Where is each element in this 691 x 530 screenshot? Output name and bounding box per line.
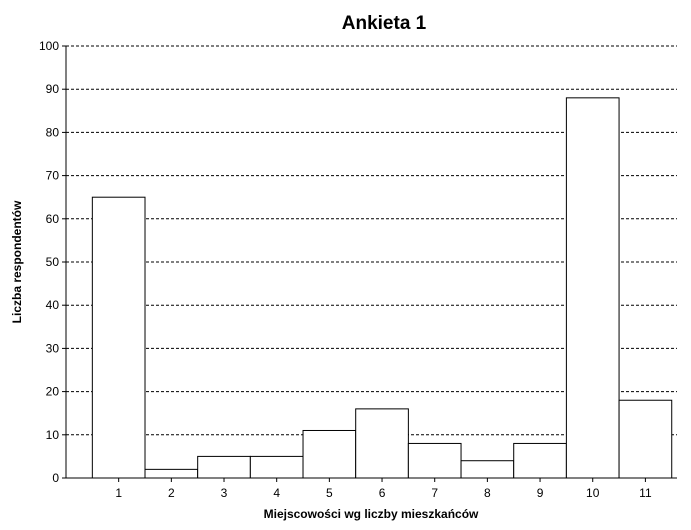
bars — [91, 97, 673, 479]
x-tick-label-7: 7 — [431, 486, 438, 500]
y-tick-label-80: 80 — [46, 125, 60, 139]
bar-3 — [197, 455, 251, 479]
y-tick-label-0: 0 — [52, 471, 59, 485]
y-tick-label-60: 60 — [46, 212, 60, 226]
x-axis-ticks: 1 2 3 4 5 6 7 8 9 10 11 — [115, 478, 652, 500]
y-axis-label: Liczba respondentów — [10, 200, 24, 323]
x-tick-label-6: 6 — [379, 486, 386, 500]
bar-10 — [565, 97, 620, 479]
y-tick-label-20: 20 — [46, 385, 60, 399]
x-tick-label-5: 5 — [326, 486, 333, 500]
y-tick-label-90: 90 — [46, 82, 60, 96]
y-axis-ticks: 0 10 20 30 40 50 60 70 80 90 100 — [39, 39, 66, 485]
x-tick-label-11: 11 — [639, 486, 652, 500]
x-tick-label-2: 2 — [168, 486, 175, 500]
x-tick-label-9: 9 — [537, 486, 544, 500]
gridlines — [66, 45, 677, 436]
bar-2 — [144, 468, 199, 479]
chart-title: Ankieta 1 — [342, 13, 427, 34]
x-tick-label-4: 4 — [273, 486, 280, 500]
bar-1 — [91, 196, 146, 479]
bar-4 — [249, 455, 304, 479]
bar-8 — [460, 460, 515, 479]
bar-9 — [513, 442, 567, 479]
x-tick-label-1: 1 — [115, 486, 122, 500]
bar-7 — [407, 442, 462, 479]
bar-6 — [355, 408, 409, 479]
x-tick-label-8: 8 — [484, 486, 491, 500]
y-tick-label-40: 40 — [46, 298, 60, 312]
y-tick-label-10: 10 — [46, 428, 60, 442]
y-tick-label-100: 100 — [39, 39, 59, 53]
x-tick-label-3: 3 — [221, 486, 228, 500]
y-tick-label-70: 70 — [46, 169, 60, 183]
y-tick-label-30: 30 — [46, 341, 60, 355]
bar-11 — [618, 399, 673, 479]
bar-5 — [302, 429, 357, 479]
y-tick-label-50: 50 — [46, 255, 60, 269]
x-tick-label-10: 10 — [586, 486, 600, 500]
x-axis-label: Miejscowości wg liczby mieszkańców — [264, 507, 479, 521]
